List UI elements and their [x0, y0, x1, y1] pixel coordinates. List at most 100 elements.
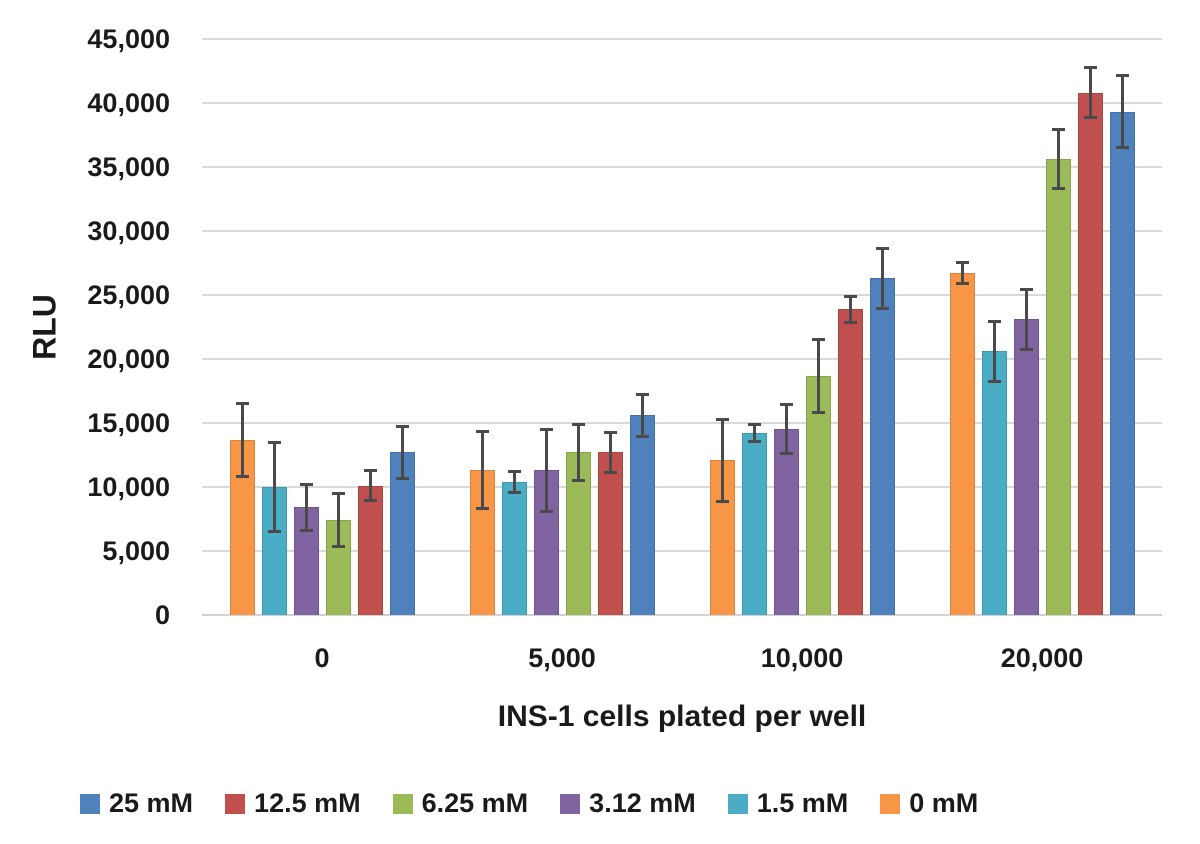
error-bar-cap-top [779, 403, 793, 407]
y-tick-label: 10,000 [87, 472, 170, 502]
error-bar-cap-top [571, 422, 585, 426]
gridline [202, 358, 1162, 360]
legend-swatch [225, 793, 246, 814]
y-tick-label: 15,000 [87, 408, 170, 438]
error-bar-cap-top [507, 470, 521, 473]
legend: 25 mM 12.5 mM 6.25 mM 3.12 mM 1.5 mM 0 mM [80, 788, 978, 819]
y-tick-label: 40,000 [87, 88, 170, 118]
error-bar-cap-top [331, 492, 345, 496]
error-bar [544, 428, 548, 512]
legend-item-25-mM: 25 mM [80, 788, 193, 819]
error-bar-cap-bottom [571, 479, 585, 483]
error-bar-cap-top [299, 482, 313, 486]
error-bar [304, 483, 308, 532]
x-tick-label: 20,000 [1000, 643, 1084, 673]
x-tick-label: 10,000 [760, 643, 844, 673]
x-tick-label: 0 [314, 643, 330, 673]
bar-12-5-mM-at-20000 [1077, 92, 1103, 615]
error-bar-cap-bottom [299, 529, 313, 533]
legend-item-0-mM: 0 mM [880, 788, 978, 819]
y-tick-label: 25,000 [87, 280, 170, 310]
error-bar [1120, 75, 1124, 149]
bar-1-5-mM-at-10000 [741, 433, 767, 615]
bar-6-25-mM-at-10000 [805, 375, 831, 615]
error-bar [784, 404, 788, 455]
error-bar [336, 493, 340, 548]
gridline [202, 166, 1162, 168]
legend-label: 1.5 mM [756, 788, 849, 818]
error-bar-cap-top [395, 424, 409, 428]
error-bar [1056, 129, 1060, 190]
legend-swatch [560, 793, 581, 814]
error-bar [576, 423, 580, 482]
error-bar-cap-bottom [1051, 187, 1065, 191]
y-tick-label: 45,000 [87, 24, 170, 54]
error-bar-cap-bottom [1019, 348, 1033, 352]
error-bar-cap-bottom [363, 499, 377, 503]
y-tick-label: 0 [154, 600, 170, 630]
legend-label: 0 mM [909, 788, 979, 818]
bar-25-mM-at-10000 [869, 278, 895, 615]
error-bar [608, 431, 612, 473]
error-bar [480, 431, 484, 510]
legend-item-12-5-mM: 12.5 mM [225, 788, 361, 819]
error-bar [240, 402, 244, 477]
legend-item-3-12-mM: 3.12 mM [560, 788, 696, 819]
error-bar-cap-bottom [235, 474, 249, 478]
error-bar [400, 425, 404, 480]
error-bar-cap-bottom [395, 477, 409, 481]
error-bar [880, 247, 884, 310]
gridline [202, 422, 1162, 424]
error-bar-cap-bottom [955, 282, 969, 286]
legend-label: 6.25 mM [421, 788, 529, 818]
bar-6-25-mM-at-20000 [1045, 159, 1071, 615]
error-bar-cap-bottom [875, 307, 889, 311]
bar-0-mM-at-20000 [949, 273, 975, 615]
error-bar-cap-bottom [1115, 146, 1129, 150]
legend-label: 25 mM [109, 788, 194, 818]
plot-area [202, 38, 1162, 616]
error-bar-cap-top [475, 430, 489, 434]
gridline [202, 230, 1162, 232]
legend-item-1-5-mM: 1.5 mM [727, 788, 849, 819]
gridline [202, 38, 1162, 40]
error-bar-cap-bottom [987, 380, 1001, 384]
legend-label: 3.12 mM [589, 788, 696, 818]
bar-3-12-mM-at-10000 [773, 429, 799, 615]
y-tick-label: 30,000 [87, 216, 170, 246]
error-bar-cap-bottom [811, 410, 825, 414]
error-bar-cap-top [1115, 74, 1129, 78]
legend-item-6-25-mM: 6.25 mM [392, 788, 529, 819]
error-bar [816, 338, 820, 413]
x-axis-line [202, 614, 1162, 616]
error-bar-cap-top [987, 319, 1001, 323]
bar-12-5-mM-at-5000 [597, 452, 623, 615]
legend-swatch [80, 793, 100, 814]
error-bar [752, 424, 756, 443]
error-bar-cap-bottom [715, 499, 729, 503]
error-bar-cap-top [267, 441, 281, 445]
error-bar-cap-bottom [779, 452, 793, 456]
bar-3-12-mM-at-20000 [1013, 319, 1039, 615]
error-bar [1024, 288, 1028, 351]
error-bar [992, 320, 996, 383]
error-bar-cap-top [1051, 128, 1065, 132]
error-bar-cap-top [715, 417, 729, 421]
error-bar [272, 442, 276, 532]
error-bar-cap-bottom [843, 320, 857, 324]
error-bar-cap-bottom [539, 509, 553, 513]
error-bar-cap-top [811, 337, 825, 341]
error-bar-cap-bottom [267, 529, 281, 533]
bar-12-5-mM-at-0 [357, 485, 383, 615]
y-tick-label: 5,000 [102, 536, 170, 566]
error-bar-cap-bottom [747, 440, 761, 444]
error-bar-cap-top [747, 423, 761, 427]
gridline [202, 102, 1162, 104]
error-bar [512, 471, 516, 493]
error-bar-cap-top [363, 469, 377, 473]
error-bar-cap-bottom [475, 507, 489, 511]
error-bar-cap-top [603, 430, 617, 434]
x-tick-label: 5,000 [528, 643, 596, 673]
error-bar-cap-top [1083, 66, 1097, 70]
